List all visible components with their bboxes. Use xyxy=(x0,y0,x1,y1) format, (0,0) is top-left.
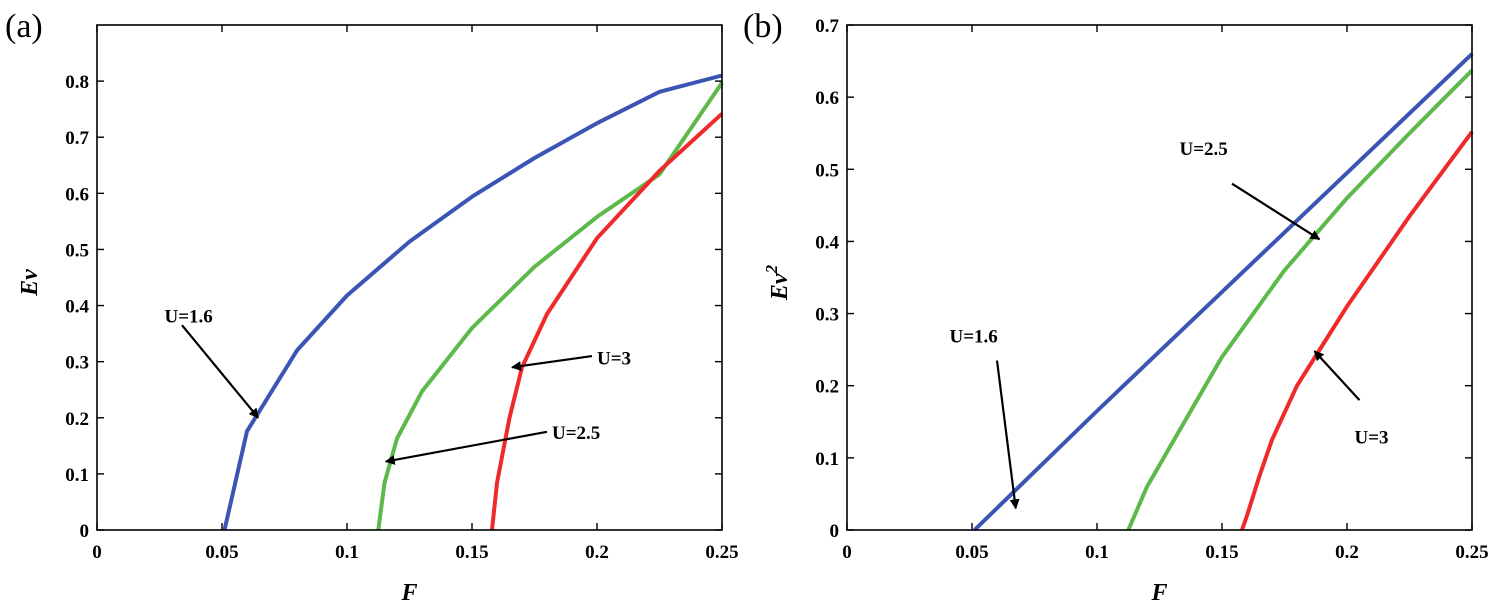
annotation-label: U=3 xyxy=(597,348,631,369)
x-tick-label: 0.05 xyxy=(205,542,238,563)
x-tick-label: 0.1 xyxy=(1085,542,1109,563)
panel-label: (b) xyxy=(743,8,783,45)
x-tick-label: 0.25 xyxy=(1455,542,1488,563)
axes-frame xyxy=(96,24,723,531)
x-axis-label: F xyxy=(400,580,417,606)
annotation-label: U=1.6 xyxy=(950,326,998,347)
y-tick-label: 0.6 xyxy=(815,88,839,109)
y-tick-label: 0 xyxy=(80,521,90,542)
x-axis-label: F xyxy=(1150,580,1167,606)
x-tick-label: 0.25 xyxy=(705,542,738,563)
y-tick-label: 0.4 xyxy=(815,232,839,253)
annotation-arrow xyxy=(995,360,1020,510)
series-line-u-3 xyxy=(1240,130,1474,531)
y-tick-label: 0.5 xyxy=(815,160,839,181)
y-tick-label: 0.1 xyxy=(815,449,839,470)
x-tick-label: 0.1 xyxy=(335,542,359,563)
series-line-u-1-6 xyxy=(973,52,1474,532)
series-line-u-1-6 xyxy=(222,73,723,531)
annotation-arrow xyxy=(1231,182,1321,241)
y-tick-label: 0.6 xyxy=(65,184,89,205)
x-tick-label: 0.15 xyxy=(455,542,488,563)
chart-panel-b: (b) 0 0.05 0.1 0.15 0.2 0.25 0 0.1 0.2 0.3 0.4 0.5 0.… xyxy=(743,8,1489,606)
y-tick-label: 0.2 xyxy=(65,409,89,430)
chart-panel-a: (a) 0 0.05 0.1 0.15 0.2 0.25 0 0.1 0.2 0.3 0.4 0.5 0.… xyxy=(5,8,739,606)
x-tick-label: 0 xyxy=(92,542,102,563)
series-line-u-3 xyxy=(490,112,724,531)
y-axis-label: Ev2 xyxy=(762,264,793,301)
annotation-label: U=3 xyxy=(1355,427,1389,448)
annotation-arrow xyxy=(384,430,548,465)
annotation-label: U=2.5 xyxy=(1180,139,1228,160)
y-tick-label: 0.2 xyxy=(815,377,839,398)
x-tick-label: 0.2 xyxy=(1335,542,1359,563)
y-axis-label-superscript: 2 xyxy=(762,264,781,274)
panel-label: (a) xyxy=(5,8,43,45)
y-tick-label: 0.5 xyxy=(65,240,89,261)
axes-frame xyxy=(846,24,1473,531)
x-tick-label: 0.2 xyxy=(585,542,609,563)
y-tick-label: 0 xyxy=(830,521,840,542)
annotation-arrow xyxy=(511,354,593,371)
annotation-label: U=1.6 xyxy=(165,306,213,327)
series-line-u-2-5 xyxy=(1126,68,1474,531)
y-tick-label: 0.1 xyxy=(65,465,89,486)
y-tick-label: 0.3 xyxy=(65,353,89,374)
x-tick-label: 0.15 xyxy=(1205,542,1238,563)
annotation-arrow xyxy=(181,324,260,419)
x-tick-label: 0.05 xyxy=(955,542,988,563)
y-axis-label: Ev xyxy=(17,269,43,297)
y-tick-label: 0.7 xyxy=(815,16,839,37)
y-tick-label: 0.8 xyxy=(65,72,89,93)
y-tick-label: 0.4 xyxy=(65,297,89,318)
y-tick-label: 0.3 xyxy=(815,305,839,326)
annotation-arrow xyxy=(1313,350,1361,401)
annotation-label: U=2.5 xyxy=(552,423,600,444)
series-line-u-2-5 xyxy=(376,81,724,531)
y-tick-label: 0.7 xyxy=(65,128,89,149)
x-tick-label: 0 xyxy=(842,542,852,563)
